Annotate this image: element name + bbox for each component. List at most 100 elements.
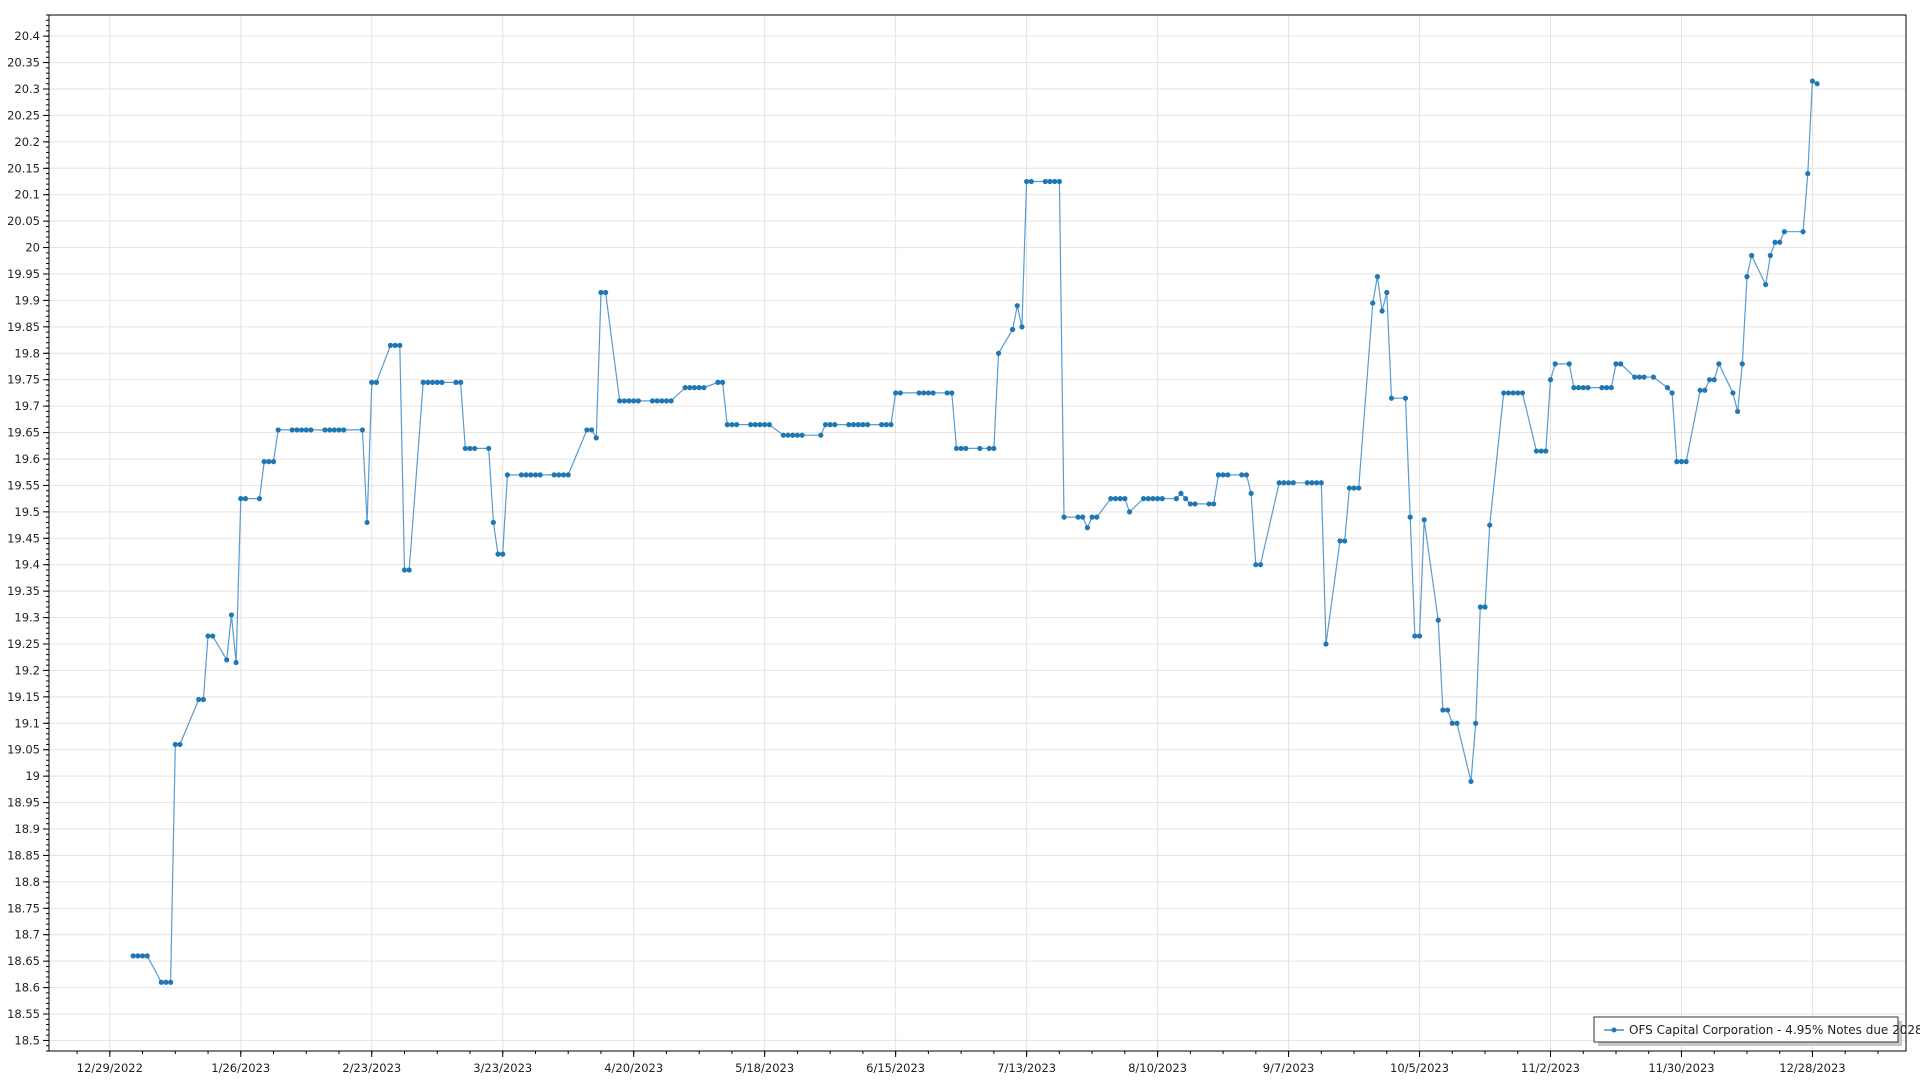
data-point [537,472,543,478]
data-point [1772,239,1778,245]
y-tick-label: 19.75 [7,373,40,387]
data-point [168,979,174,985]
legend-box [1593,1016,1899,1043]
data-point [1084,525,1091,531]
data-point [1042,178,1048,185]
data-point [1636,374,1642,380]
data-point [1683,459,1689,465]
data-point [799,432,805,438]
data-point [588,427,595,433]
data-point [1440,707,1446,713]
data-point [734,422,740,428]
legend: OFS Capital Corporation - 4.95% Notes du… [1593,1016,1920,1046]
data-point [724,422,730,428]
data-point [701,385,707,391]
data-point [144,953,150,959]
data-point [1402,395,1409,401]
data-point [719,379,726,385]
data-point [1407,514,1413,520]
data-point [434,379,440,385]
data-point [1014,303,1020,309]
legend-label: OFS Capital Corporation - 4.95% Notes du… [1629,1023,1920,1037]
data-point [1145,496,1151,502]
data-point [289,427,295,433]
data-point [715,379,721,385]
data-point [439,379,445,385]
y-tick-label: 19.85 [7,320,40,334]
data-point [1735,408,1741,415]
data-point [963,445,969,452]
x-axis: 12/29/2022 1/26/2023 2/23/2023 3/23/2023 4/2… [76,1051,1879,1075]
data-point [855,422,861,428]
data-point [298,427,305,433]
data-point [523,472,529,478]
x-tick-label: 2/23/2023 [342,1061,401,1075]
y-tick-label: 20.25 [7,108,40,122]
data-point [1117,496,1123,502]
data-point [893,390,899,396]
data-point [879,422,885,428]
data-point [1314,480,1320,486]
data-point [158,979,164,985]
y-tick-label: 18.9 [14,822,40,836]
data-point [1388,395,1395,401]
x-tick-label: 9/7/2023 [1263,1061,1315,1075]
y-tick-label: 19 [25,769,40,783]
data-point [1351,485,1357,491]
data-point [621,398,627,404]
data-point [1435,617,1441,623]
data-point [663,398,670,404]
data-point [1482,604,1488,610]
data-point [1716,361,1722,367]
y-tick-label: 20 [25,241,40,255]
data-point [401,567,408,573]
y-tick-label: 19.6 [14,452,40,466]
data-point [1575,385,1582,391]
y-tick-label: 20.2 [14,135,40,149]
data-point [649,398,656,404]
y-tick-label: 19.9 [14,293,40,307]
series-line [133,80,1818,983]
data-point [1239,472,1245,478]
data-point [528,472,534,478]
data-point [1580,385,1586,391]
data-point [406,567,412,573]
data-point [827,422,833,428]
y-tick-label: 18.95 [7,796,40,810]
data-point [270,459,277,465]
data-point [359,427,365,433]
x-tick-label: 12/29/2022 [77,1061,143,1075]
y-tick-label: 19.8 [14,346,40,360]
data-point [322,427,328,433]
y-tick-label: 18.55 [7,1007,40,1021]
data-point [603,289,609,296]
data-point [200,696,206,703]
data-point [1744,274,1750,280]
data-point [294,427,300,433]
data-point [1061,514,1067,520]
y-tick-label: 19.5 [14,505,40,519]
data-point [308,427,314,433]
data-point [1454,720,1460,726]
data-point [1449,720,1455,726]
data-point [1281,480,1287,486]
data-point [696,385,702,391]
data-point [1089,514,1095,520]
y-tick-label: 19.15 [7,690,40,704]
data-point [1211,501,1217,507]
data-point [1604,385,1610,391]
data-point [1678,459,1685,465]
data-point [1374,274,1381,280]
data-point [752,422,758,428]
y-tick-label: 18.5 [14,1033,40,1047]
data-point [392,342,398,348]
data-point [1416,633,1423,639]
data-point [238,496,244,502]
data-point [1215,472,1221,478]
data-point [729,422,735,428]
series-ofs-notes [130,78,1820,985]
data-point [1412,633,1418,639]
data-point [1421,517,1427,523]
data-point [1547,377,1554,383]
